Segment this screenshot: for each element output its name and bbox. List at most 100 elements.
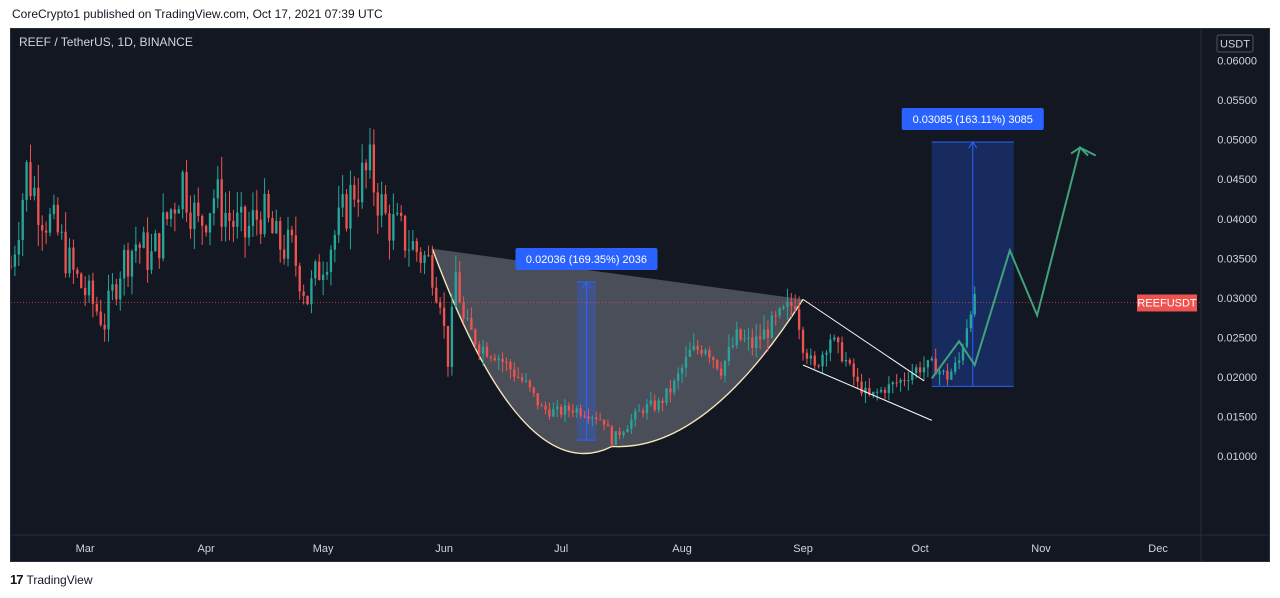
candle-body xyxy=(657,400,660,410)
candle-body xyxy=(661,400,664,403)
candle-body xyxy=(349,184,352,229)
candle-body xyxy=(485,346,489,357)
candle-body xyxy=(879,389,883,392)
candle-body xyxy=(875,391,879,393)
candle-body xyxy=(481,346,485,354)
price-tick-label: 0.04000 xyxy=(1217,214,1257,226)
candle-body xyxy=(165,212,169,220)
candle-body xyxy=(513,369,516,377)
candle-body xyxy=(610,426,614,445)
candle-body xyxy=(146,232,149,270)
candle-body xyxy=(915,367,918,374)
candle-body xyxy=(899,380,902,383)
candle-body xyxy=(212,198,216,214)
measure-1-arrowhead xyxy=(582,281,591,289)
candle-body xyxy=(797,309,801,330)
price-tick-label: 0.03000 xyxy=(1217,293,1257,305)
candle-body xyxy=(493,357,496,361)
candle-body xyxy=(243,206,247,238)
candle-body xyxy=(852,363,855,377)
candle-body xyxy=(52,204,56,215)
candle-body xyxy=(673,380,676,393)
candle-body xyxy=(216,179,219,199)
candle-body xyxy=(536,393,539,406)
price-tick-label: 0.02000 xyxy=(1217,372,1257,384)
candle-body xyxy=(474,329,477,345)
candle-body xyxy=(111,284,114,291)
candle-body xyxy=(462,302,465,319)
candle-body xyxy=(700,349,703,354)
candle-body xyxy=(126,249,130,277)
candle-body xyxy=(321,274,325,280)
candle-body xyxy=(431,255,434,288)
candle-body xyxy=(193,202,196,230)
candle-body xyxy=(138,244,141,248)
candle-body xyxy=(575,408,578,413)
candle-body xyxy=(501,358,504,362)
candle-body xyxy=(87,280,91,296)
candle-body xyxy=(517,376,520,378)
candle-body xyxy=(583,415,586,417)
candle-body xyxy=(33,187,36,197)
chart-frame[interactable]: 0.02036 (169.35%) 2036 0.03085 (163.11%) … xyxy=(9,28,1270,562)
time-tick-label: Mar xyxy=(76,543,95,555)
candle-body xyxy=(368,144,372,171)
price-tick-label: 0.05500 xyxy=(1217,95,1257,107)
candle-body xyxy=(946,370,949,380)
candle-body xyxy=(423,255,426,263)
candle-body xyxy=(524,380,528,382)
candle-body xyxy=(973,293,976,315)
candle-body xyxy=(396,212,399,215)
candle-body xyxy=(677,373,680,381)
candle-body xyxy=(567,405,571,411)
candle-body xyxy=(938,371,941,375)
candle-body xyxy=(314,261,317,279)
candle-body xyxy=(489,356,493,358)
candle-body xyxy=(376,192,379,216)
candle-body xyxy=(505,361,508,363)
candle-body xyxy=(911,373,914,381)
candle-body xyxy=(563,405,567,415)
candle-body xyxy=(384,194,387,214)
candle-body xyxy=(37,187,40,226)
candle-body xyxy=(626,428,629,433)
candlestick-chart[interactable]: 0.02036 (169.35%) 2036 0.03085 (163.11%) … xyxy=(9,29,1269,561)
candle-body xyxy=(922,367,926,373)
candle-body xyxy=(743,338,746,340)
candle-body xyxy=(204,225,208,233)
candle-body xyxy=(739,329,742,340)
currency-badge xyxy=(1216,34,1254,53)
candle-body xyxy=(571,410,575,413)
candle-body xyxy=(310,278,313,305)
time-tick-label: Apr xyxy=(198,543,215,555)
candle-body xyxy=(466,318,469,320)
candle-body xyxy=(134,244,138,252)
time-tick-label: Jul xyxy=(554,543,568,555)
candle-body xyxy=(872,391,875,395)
candle-body xyxy=(887,384,891,393)
candle-body xyxy=(458,272,461,303)
candle-body xyxy=(95,303,99,312)
candle-body xyxy=(318,261,321,280)
candle-body xyxy=(306,295,309,305)
candle-body xyxy=(684,356,688,368)
candle-body xyxy=(598,419,602,421)
candle-body xyxy=(579,408,582,416)
candle-body xyxy=(883,389,887,393)
candle-body xyxy=(844,359,848,362)
candle-body xyxy=(755,336,758,349)
candle-body xyxy=(228,212,231,221)
candle-body xyxy=(454,272,457,307)
candle-body xyxy=(559,406,563,415)
candle-body xyxy=(716,359,719,369)
candle-body xyxy=(934,358,937,375)
candle-body xyxy=(68,247,71,274)
candle-body xyxy=(864,387,867,394)
time-tick-label: Aug xyxy=(672,543,692,555)
price-tick-label: 0.03500 xyxy=(1217,253,1257,265)
candle-body xyxy=(103,324,106,330)
candle-body xyxy=(169,209,173,220)
wedge-upper-line xyxy=(802,298,925,382)
candle-body xyxy=(595,417,598,420)
candle-body xyxy=(602,419,606,425)
